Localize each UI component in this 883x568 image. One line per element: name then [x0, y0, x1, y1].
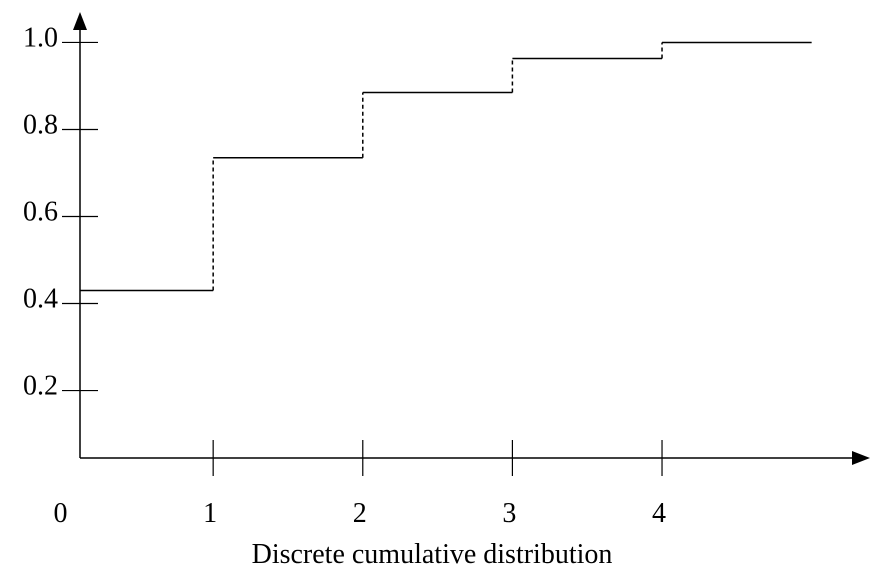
- y-axis-arrow: [73, 12, 87, 30]
- x-tick-label: 4: [652, 498, 666, 529]
- x-tick-label: 2: [353, 498, 367, 529]
- y-tick-label: 0.4: [23, 284, 58, 315]
- x-axis-arrow: [852, 451, 870, 465]
- y-tick-label: 1.0: [23, 22, 58, 53]
- x-tick-label: 3: [502, 498, 516, 529]
- x-tick-label: 0: [54, 498, 68, 529]
- x-tick-label: 1: [203, 498, 217, 529]
- y-tick-label: 0.8: [23, 109, 58, 140]
- y-tick-label: 0.2: [23, 371, 58, 402]
- y-tick-label: 0.6: [23, 197, 58, 228]
- x-axis-label: Discrete cumulative distribution: [252, 539, 613, 568]
